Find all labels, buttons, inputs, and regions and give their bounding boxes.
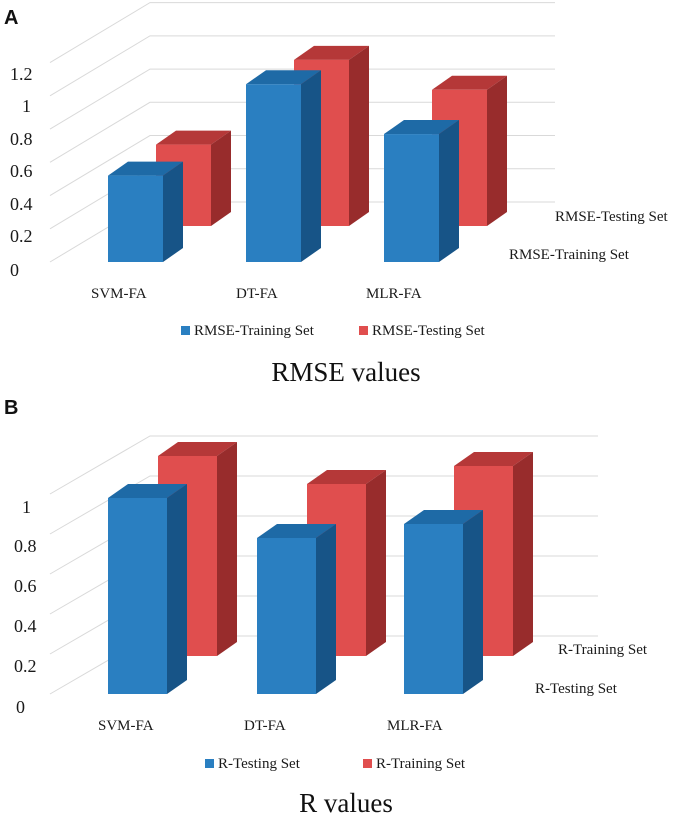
panel-a-bar-face-front-mlr-fa <box>384 134 439 262</box>
panel-a-legend-swatch-blue <box>181 326 190 335</box>
panel-label-b: B <box>4 397 18 419</box>
panel-b-ytick-3: 0.6 <box>14 576 37 596</box>
panel-a-yticks: 0 0.2 0.4 0.6 0.8 1 1.2 <box>10 64 33 280</box>
panel-a-bar-side-front-svm-fa <box>163 161 183 262</box>
panel-b-category-mlr-fa: MLR-FA <box>387 718 443 734</box>
panel-a-ytick-3: 0.6 <box>10 161 33 181</box>
panel-b-depth-label-back: R-Training Set <box>558 642 648 658</box>
panel-b-bar-side-front-dt-fa <box>316 524 336 694</box>
panel-a-bar-side-back-mlr-fa <box>487 75 507 226</box>
panel-b-legend-swatch-red <box>363 759 372 768</box>
panel-b-depth-label-front: R-Testing Set <box>535 681 618 697</box>
panel-a-category-mlr-fa: MLR-FA <box>366 286 422 302</box>
panel-a-category-svm-fa: SVM-FA <box>91 286 147 302</box>
panel-a-ytick-1: 0.2 <box>10 226 33 246</box>
panel-b-ytick-1: 0.2 <box>14 656 37 676</box>
panel-a-title: RMSE values <box>271 357 420 387</box>
panel-b-bar-face-front-mlr-fa <box>404 524 463 694</box>
panel-b-bar-top-back-mlr-fa <box>454 452 533 466</box>
panel-a-gridline-6 <box>49 2 555 64</box>
panel-b-legend-swatch-blue <box>205 759 214 768</box>
panel-a-bar-side-back-dt-fa <box>349 45 369 226</box>
panel-a-bar-front-mlr-fa <box>384 120 459 262</box>
panel-a-ytick-6: 1.2 <box>10 64 33 84</box>
panel-a-bar-top-front-svm-fa <box>108 161 183 176</box>
panel-a-bar-face-front-svm-fa <box>108 175 163 262</box>
panel-a-categories: SVM-FA DT-FA MLR-FA <box>91 286 422 302</box>
panel-a-ytick-2: 0.4 <box>10 194 33 214</box>
panel-a-legend-label-1: RMSE-Testing Set <box>372 323 486 339</box>
panel-b-bar-front-dt-fa <box>257 524 336 694</box>
panel-b-bars-front <box>108 484 483 694</box>
panel-b-bar-top-front-svm-fa <box>108 484 187 498</box>
panel-a-bar-top-back-dt-fa <box>294 45 369 60</box>
panel-b-title: R values <box>299 788 393 818</box>
panel-b-bar-top-front-dt-fa <box>257 524 336 538</box>
panel-a-gridlines <box>49 2 555 263</box>
panel-a-bar-side-front-mlr-fa <box>439 120 459 262</box>
panel-b-bar-front-mlr-fa <box>404 510 483 694</box>
panel-a-gridline-4 <box>49 68 555 130</box>
panel-b-ytick-4: 0.8 <box>14 536 37 556</box>
panel-a-gridline-3 <box>49 101 555 163</box>
panel-a-category-dt-fa: DT-FA <box>236 286 278 302</box>
panel-a-bar-top-front-dt-fa <box>246 70 321 85</box>
panel-a-bar-front-svm-fa <box>108 161 183 262</box>
panel-b-categories: SVM-FA DT-FA MLR-FA <box>98 718 443 734</box>
panel-label-a: A <box>4 7 18 29</box>
panel-b-gridline-4 <box>49 475 598 535</box>
panel-b-legend: R-Testing Set R-Training Set <box>205 756 466 772</box>
panel-a-ytick-5: 1 <box>22 96 31 116</box>
panel-a-gridline-5 <box>49 35 555 97</box>
panel-a-bar-top-back-mlr-fa <box>432 75 507 90</box>
panel-a-legend: RMSE-Training Set RMSE-Testing Set <box>181 323 486 339</box>
panel-b-category-svm-fa: SVM-FA <box>98 718 154 734</box>
panel-a-legend-label-0: RMSE-Training Set <box>194 323 315 339</box>
panel-b-legend-label-0: R-Testing Set <box>218 756 301 772</box>
panel-b-bar-side-back-svm-fa <box>217 442 237 656</box>
panel-a: A 0 0.2 0.4 0.6 0.8 1 1.2 SVM-FA DT-FA M… <box>4 2 669 387</box>
panel-a-bar-side-front-dt-fa <box>301 70 321 262</box>
panel-a-legend-swatch-red <box>359 326 368 335</box>
panel-a-depth-label-back: RMSE-Testing Set <box>555 209 669 225</box>
panel-b-bar-front-svm-fa <box>108 484 187 694</box>
panel-b-ytick-0: 0 <box>16 697 25 717</box>
panel-a-bar-top-front-mlr-fa <box>384 120 459 135</box>
panel-a-depth-label-front: RMSE-Training Set <box>509 247 630 263</box>
panel-a-bar-front-dt-fa <box>246 70 321 262</box>
panel-b-bar-top-back-svm-fa <box>158 442 237 456</box>
panel-b-bar-side-back-mlr-fa <box>513 452 533 656</box>
panel-b-ytick-2: 0.4 <box>14 616 37 636</box>
panel-b-bar-top-back-dt-fa <box>307 470 386 484</box>
panel-a-bar-face-front-dt-fa <box>246 84 301 262</box>
panel-b-bar-side-front-svm-fa <box>167 484 187 694</box>
panel-a-ytick-4: 0.8 <box>10 129 33 149</box>
panel-b-yticks: 0 0.2 0.4 0.6 0.8 1 <box>14 497 37 717</box>
panel-b-gridline-5 <box>49 435 598 495</box>
panel-b-legend-label-1: R-Training Set <box>376 756 466 772</box>
panel-a-bar-top-back-svm-fa <box>156 130 231 145</box>
panel-b-bar-face-front-dt-fa <box>257 538 316 694</box>
panel-b-ytick-5: 1 <box>22 497 31 517</box>
panel-b-bar-side-front-mlr-fa <box>463 510 483 694</box>
panel-a-bar-side-back-svm-fa <box>211 130 231 226</box>
panel-a-ytick-0: 0 <box>10 260 19 280</box>
panel-b-bar-side-back-dt-fa <box>366 470 386 656</box>
panel-b: B 0 0.2 0.4 0.6 0.8 1 SVM-FA DT-FA MLR-F… <box>4 397 648 818</box>
panel-b-bar-top-front-mlr-fa <box>404 510 483 524</box>
panel-b-category-dt-fa: DT-FA <box>244 718 286 734</box>
panel-a-bars-front <box>108 70 459 262</box>
panel-b-bar-face-front-svm-fa <box>108 498 167 694</box>
